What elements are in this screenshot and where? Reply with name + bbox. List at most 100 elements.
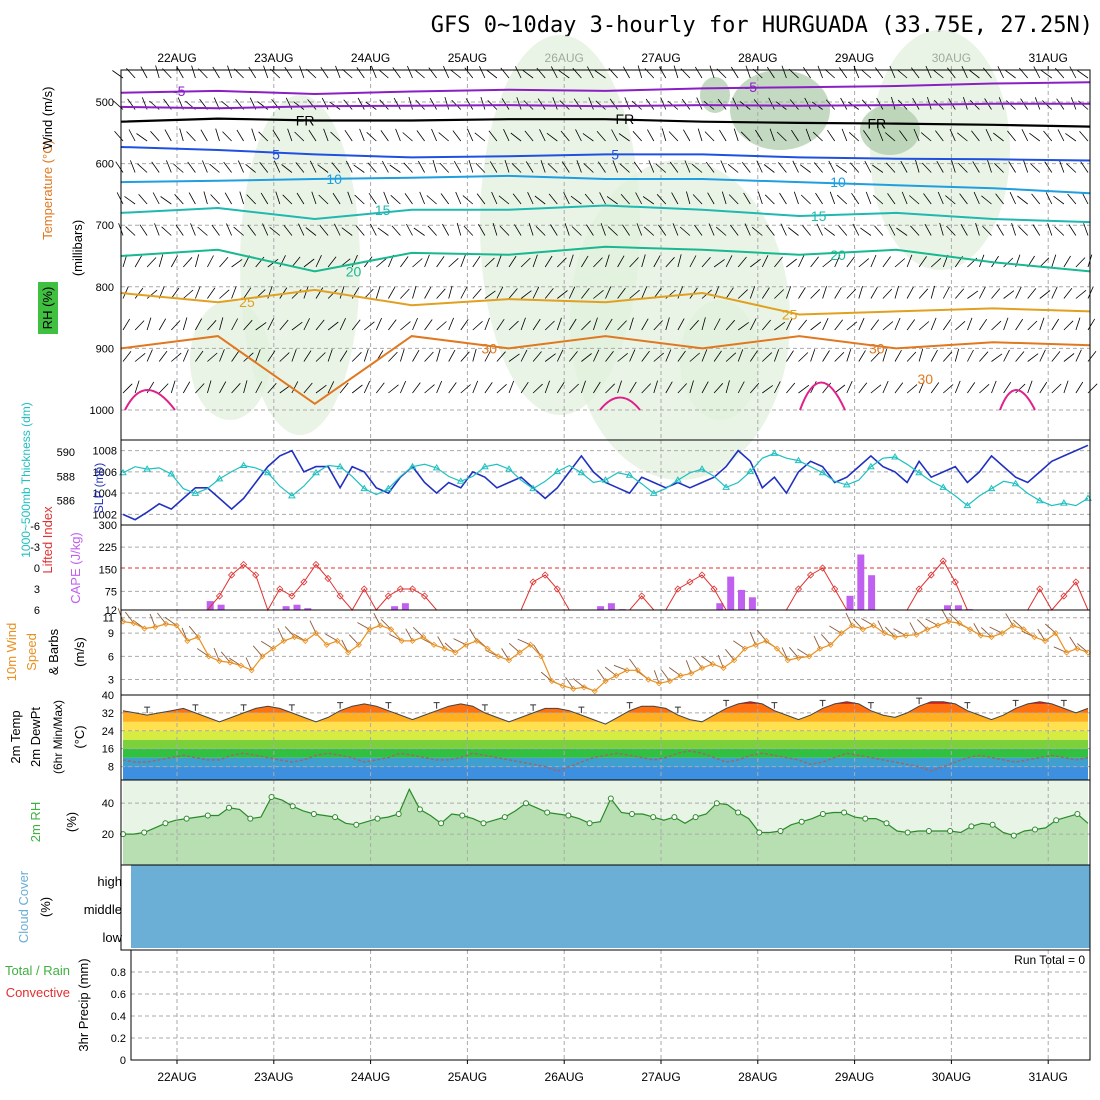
wind-barb (171, 352, 182, 362)
wind-barb (426, 195, 437, 205)
wind-barb (653, 320, 663, 331)
wind-barb (728, 194, 739, 205)
lifted-index-marker (384, 592, 392, 600)
rh2m-marker (862, 815, 869, 822)
wind-barb (315, 255, 322, 268)
cape-bar (857, 554, 865, 610)
temperature-contour (120, 81, 1091, 96)
rh2m-tick-label: 20 (102, 829, 114, 841)
cape-tick-label: 225 (99, 542, 117, 554)
wind-barb (371, 65, 377, 79)
wind-barb (1015, 286, 1022, 299)
wind10m-barb (444, 642, 456, 653)
rh-shade-dark (730, 70, 830, 150)
wind-barb (586, 66, 594, 79)
wind-barb (1039, 349, 1046, 362)
wind-barb (991, 288, 1001, 299)
wind-barb (231, 318, 239, 331)
wind-barb (307, 99, 317, 110)
thickness-axis-label-part: 1000~500mb Thickness (dm) (19, 402, 33, 558)
wind-barb (298, 223, 305, 236)
wind-barb (460, 286, 468, 299)
temp2m-axis-label-c: (6hr Min/Max) (51, 700, 65, 774)
wind-barb (281, 164, 293, 173)
wind-barb (1063, 288, 1073, 299)
wind10m-barb (661, 669, 671, 682)
wind-barb (388, 384, 399, 394)
wind-barb (624, 97, 630, 110)
wind-barb (251, 128, 257, 142)
cloud-axis-label-part: Cloud Cover (16, 870, 31, 943)
wind-barb (749, 350, 758, 362)
wind-barb (677, 318, 685, 331)
wind-barb (550, 66, 558, 79)
wind10m-marker (934, 622, 941, 629)
wind-barb (450, 69, 462, 79)
wind-barb (774, 381, 781, 394)
wind10m-barb (597, 669, 606, 682)
wind-barb (460, 319, 469, 331)
wind-barb (1054, 226, 1065, 236)
wind-barb (915, 159, 920, 173)
wind-barb (993, 132, 1004, 142)
wind10m-barb (373, 612, 381, 626)
wind-barb (496, 384, 507, 394)
wind-barb (822, 318, 829, 331)
wind-barb (233, 226, 244, 236)
wind-barb (766, 66, 775, 79)
wind-barb (683, 129, 691, 142)
wind-barb (243, 287, 252, 299)
wind-barb (284, 66, 293, 79)
wind-barb (182, 349, 189, 362)
wind-barb (909, 195, 920, 205)
wind10m-barb (412, 626, 424, 638)
slp-panel: 1002 1004 1006 1008 586 588 590 (57, 439, 1092, 526)
wind-barb (1066, 163, 1077, 173)
wind-barb (665, 257, 675, 268)
temp2m-line (122, 701, 1089, 725)
wind-barb (424, 286, 432, 299)
wind-barb (486, 69, 498, 79)
wind-barb (725, 255, 733, 268)
cape-bar (293, 604, 301, 610)
wind-barb (813, 162, 823, 173)
top-date-label: 28AUG (738, 51, 777, 65)
wind-barb (872, 164, 884, 173)
wind-barb (472, 255, 481, 268)
wind10m-marker (312, 630, 320, 637)
wind10m-marker (613, 672, 620, 679)
wind-barb (957, 132, 968, 142)
wind-barb (412, 285, 417, 299)
wind10m-marker (966, 626, 974, 633)
wind-barb (629, 317, 634, 331)
lifted-index-marker (698, 571, 706, 579)
slp-axis-label-part: SLP (mb) (92, 463, 106, 513)
wind-barb (894, 258, 906, 268)
wind10m-marker (398, 637, 405, 644)
wind-barb (492, 222, 498, 236)
wind-barb (303, 382, 313, 394)
wind-barb (848, 132, 860, 142)
wind-barb (195, 383, 205, 394)
wind-barb (375, 317, 382, 331)
wind-barb (439, 162, 449, 173)
wind-barb (954, 348, 960, 362)
thickness-marker (263, 468, 272, 476)
wind-barb (836, 194, 848, 205)
contour-label: -5 (745, 79, 758, 95)
wind-barb (584, 193, 594, 205)
wind-barb (740, 131, 751, 142)
rh2m-marker (565, 812, 572, 819)
lifted-index-marker (420, 592, 429, 600)
wind-barb (248, 66, 257, 79)
thickness-marker (505, 465, 513, 472)
wind-barb (532, 318, 541, 331)
wind-barb (269, 226, 281, 236)
wind-barb (959, 193, 968, 205)
wind-barb (894, 350, 902, 362)
wind-barb (715, 226, 727, 236)
wind-barb (568, 318, 577, 331)
bottom-date-label: 29AUG (835, 1070, 874, 1084)
wind-barb (887, 193, 896, 205)
lifted-index-marker (951, 578, 959, 586)
